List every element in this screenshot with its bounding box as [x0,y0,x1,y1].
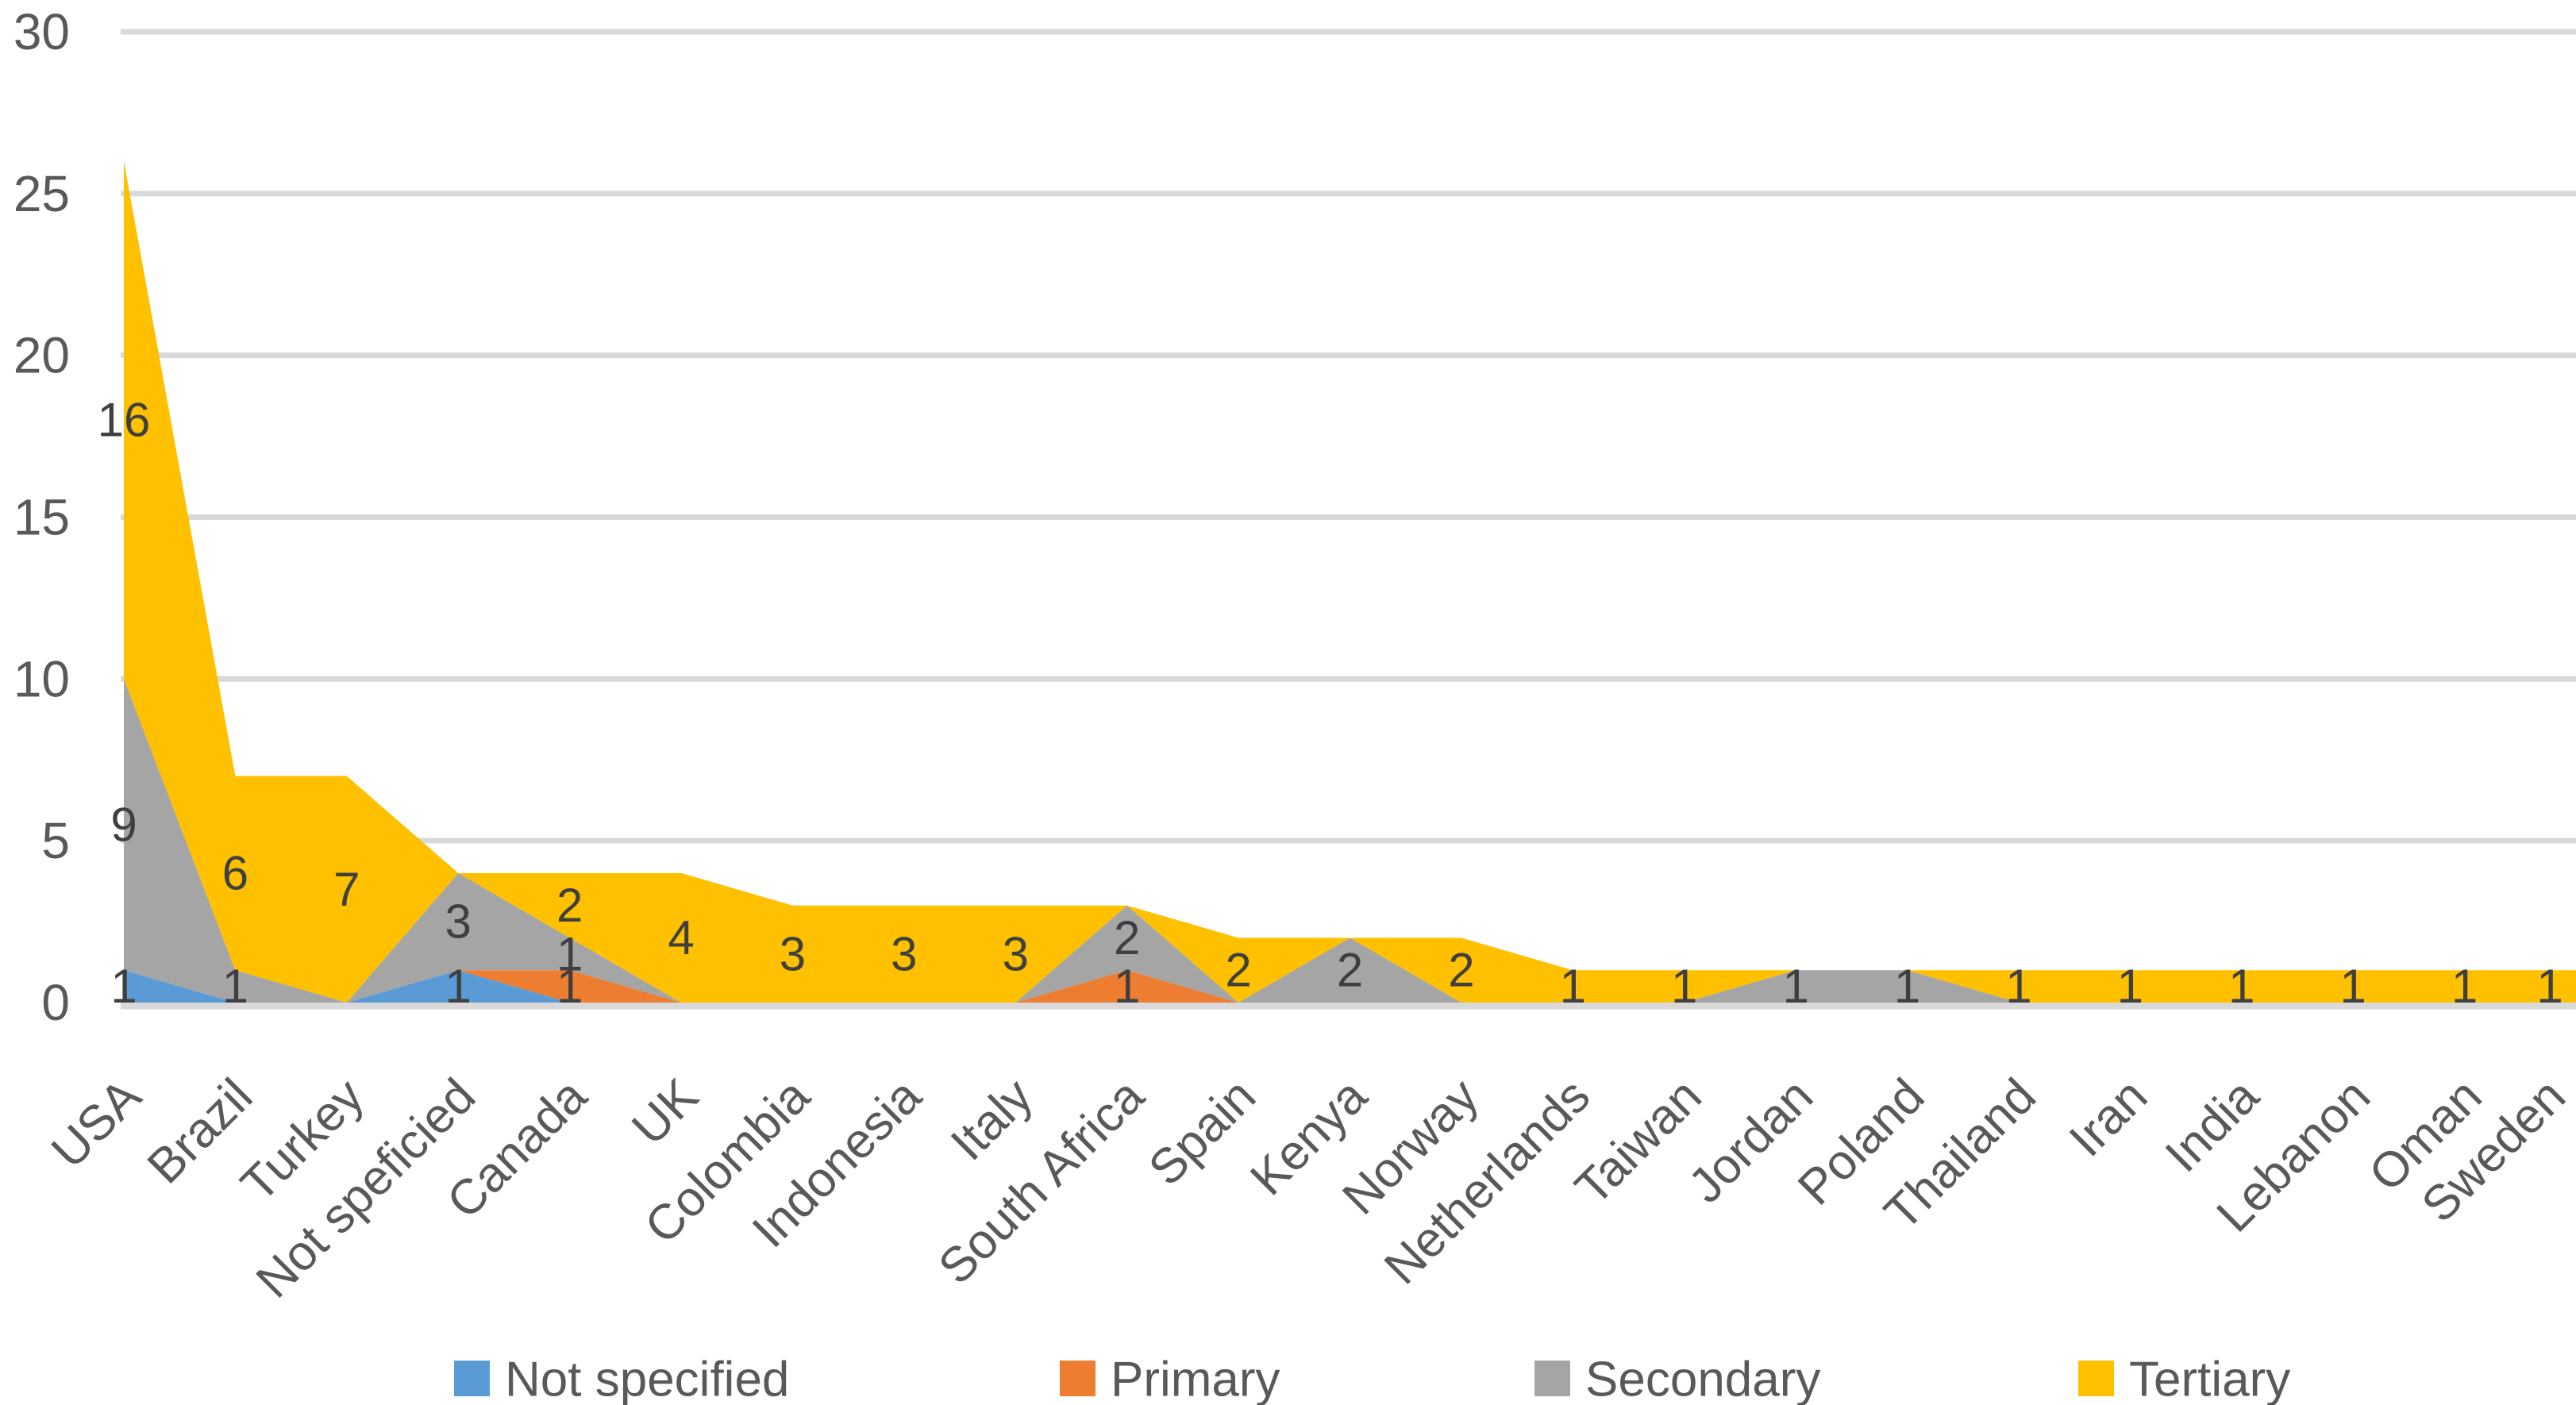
legend-label-not-specified: Not specified [505,1353,789,1405]
data-label-tertiary-taiwan: 1 [1671,960,1697,1013]
y-tick-label-30: 30 [13,3,70,60]
data-label-secondary-south-africa: 2 [1114,911,1140,964]
data-label-tertiary-turkey: 7 [333,863,360,916]
data-label-tertiary-thailand: 1 [2005,960,2031,1013]
x-category-label-south-africa: South Africa [928,1068,1155,1295]
legend: Not specified Primary Secondary Tertiary [454,1353,2290,1405]
legend-label-primary: Primary [1111,1353,1280,1405]
area-series-not-specified [124,970,2576,1003]
legend-item-secondary: Secondary [1534,1353,1820,1405]
legend-item-primary: Primary [1060,1353,1280,1405]
legend-swatch-secondary [1534,1361,1570,1396]
data-label-tertiary-sweden: 1 [2536,960,2563,1013]
data-label-tertiary-netherlands: 1 [1560,960,1586,1013]
y-tick-label-0: 0 [41,974,70,1031]
data-label-tertiary-oman: 1 [2451,960,2478,1013]
legend-item-tertiary: Tertiary [2078,1353,2290,1405]
x-category-label-spain: Spain [1138,1068,1266,1196]
y-axis-labels: 0 5 10 15 20 25 30 [13,3,70,1031]
data-label-tertiary-india: 1 [2228,960,2254,1013]
legend-swatch-tertiary [2078,1361,2114,1396]
x-category-label-taiwan: Taiwan [1565,1068,1712,1215]
x-category-label-iran: Iran [2059,1068,2158,1167]
data-label-secondary-kenya: 2 [1337,944,1363,997]
x-category-label-usa: USA [41,1068,152,1179]
y-tick-label-5: 5 [41,812,70,869]
data-label-tertiary-italy: 3 [1003,927,1029,980]
legend-swatch-not-specified [454,1361,490,1396]
data-label-tertiary-lebanon: 1 [2339,960,2366,1013]
data-label-secondary-canada: 1 [556,927,583,980]
legend-item-not-specified: Not specified [454,1353,789,1405]
x-category-label-jordan: Jordan [1678,1068,1823,1214]
area-series [124,161,2576,1003]
y-tick-label-25: 25 [13,165,70,222]
area-series-primary [124,970,2576,1003]
data-label-not-specified-not-speficied: 1 [445,960,472,1013]
y-tick-label-20: 20 [13,327,70,384]
data-label-tertiary-spain: 2 [1225,944,1251,997]
data-label-tertiary-indonesia: 3 [891,927,917,980]
data-label-secondary-usa: 9 [110,798,137,851]
legend-label-secondary: Secondary [1585,1353,1820,1405]
data-label-tertiary-iran: 1 [2117,960,2143,1013]
data-label-primary-canada: 1 [556,960,583,1013]
y-tick-label-15: 15 [13,489,70,546]
legend-swatch-primary [1060,1361,1095,1396]
legend-label-tertiary: Tertiary [2129,1353,2290,1405]
data-label-tertiary-norway: 2 [1448,944,1474,997]
data-label-secondary-brazil: 1 [222,960,248,1013]
y-tick-label-10: 10 [13,650,70,707]
data-label-secondary-poland: 1 [1894,960,1920,1013]
data-label-primary-south-africa: 1 [1114,960,1140,1013]
data-label-tertiary-brazil: 6 [222,846,248,899]
data-label-tertiary-canada: 2 [556,879,583,932]
data-label-tertiary-uk: 4 [668,911,694,964]
area-series-tertiary [124,161,2576,1003]
data-label-secondary-not-speficied: 3 [445,895,472,949]
x-category-label-uk: UK [622,1068,709,1156]
data-label-tertiary-colombia: 3 [780,927,806,980]
gridlines [121,29,2576,1010]
data-label-secondary-jordan: 1 [1782,960,1808,1013]
data-label-not-specified-usa: 1 [110,960,137,1013]
data-label-tertiary-usa: 16 [98,394,151,447]
